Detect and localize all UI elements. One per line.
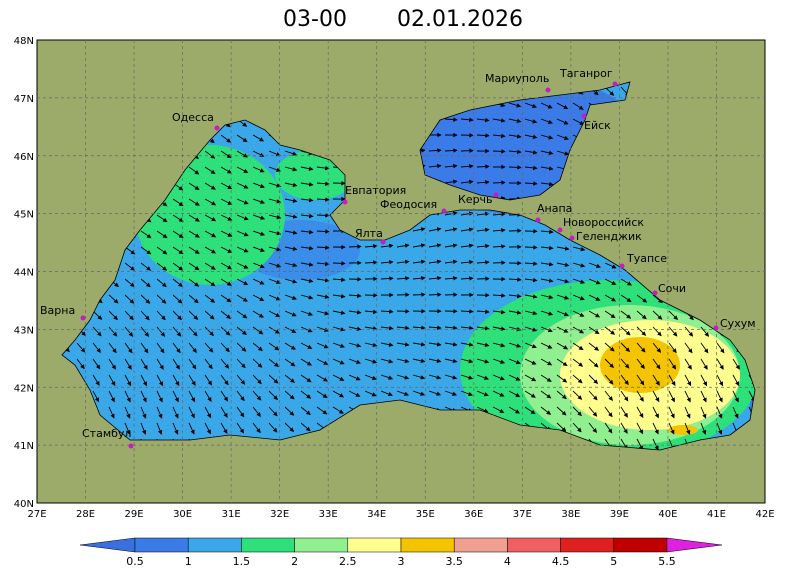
lon-label: 33E xyxy=(319,509,338,520)
lat-label: 48N xyxy=(14,36,34,47)
legend-swatch xyxy=(348,538,401,552)
lon-label: 29E xyxy=(125,509,144,520)
lat-label: 43N xyxy=(14,325,34,336)
legend-label: 5.5 xyxy=(658,555,676,568)
city-label: Таганрог xyxy=(559,67,613,80)
wind-arrow xyxy=(461,311,473,312)
city-label: Геленджик xyxy=(576,230,642,243)
legend-label: 5 xyxy=(610,555,617,568)
city-label: Стамбул xyxy=(82,427,131,440)
city-label: Керчь xyxy=(458,193,493,206)
lon-label: 41E xyxy=(707,509,726,520)
legend-swatch xyxy=(561,538,614,552)
legend-label: 4 xyxy=(504,555,511,568)
legend-swatch xyxy=(507,538,560,552)
city-label: Ейск xyxy=(584,119,611,132)
date: 02.01.2026 xyxy=(397,7,523,32)
lon-label: 27E xyxy=(27,509,46,520)
lat-label: 47N xyxy=(14,94,34,105)
city-dot xyxy=(546,88,551,93)
lat-label: 42N xyxy=(14,383,34,394)
lon-label: 37E xyxy=(513,509,532,520)
legend-swatch xyxy=(188,538,241,552)
city-dot xyxy=(494,193,499,198)
lon-label: 36E xyxy=(464,509,483,520)
city-label: Туапсе xyxy=(626,252,667,265)
city-dot xyxy=(714,326,719,331)
city-dot xyxy=(442,209,447,214)
wind-arrow xyxy=(509,167,521,168)
lat-label: 44N xyxy=(14,268,34,279)
legend-swatch xyxy=(135,538,188,552)
time: 03-00 xyxy=(283,7,347,32)
city-label: Мариуполь xyxy=(485,72,549,85)
city-dot xyxy=(381,240,386,245)
wind-arrow xyxy=(429,294,441,295)
lon-label: 34E xyxy=(367,509,386,520)
city-label: Феодосия xyxy=(380,198,437,211)
wind-arrow xyxy=(525,247,537,248)
wind-arrow xyxy=(317,215,329,216)
legend-swatch xyxy=(454,538,507,552)
lon-label: 32E xyxy=(270,509,289,520)
city-label: Ялта xyxy=(355,227,383,240)
city-dot xyxy=(620,264,625,269)
city-dot xyxy=(653,291,658,296)
legend-label: 1 xyxy=(185,555,192,568)
legend-label: 2 xyxy=(291,555,298,568)
legend-label: 0.5 xyxy=(126,555,144,568)
city-label: Одесса xyxy=(172,111,214,124)
legend-label: 3 xyxy=(398,555,405,568)
wind-arrow xyxy=(349,246,361,247)
city-dot xyxy=(613,82,618,87)
legend-label: 4.5 xyxy=(552,555,570,568)
city-dot xyxy=(215,126,220,131)
city-label: Сухум xyxy=(720,317,756,330)
lon-label: 38E xyxy=(561,509,580,520)
city-label: Евпатория xyxy=(345,184,406,197)
lon-label: 35E xyxy=(416,509,435,520)
city-dot xyxy=(536,218,541,223)
wind-arrow xyxy=(333,263,345,264)
legend-label: 1.5 xyxy=(233,555,251,568)
lon-label: 31E xyxy=(222,509,241,520)
city-dot xyxy=(558,228,563,233)
lat-label: 41N xyxy=(14,441,34,452)
lon-label: 42E xyxy=(755,509,774,520)
legend-label: 3.5 xyxy=(445,555,463,568)
city-label: Сочи xyxy=(658,282,686,295)
city-dot xyxy=(129,444,134,449)
city-label: Анапа xyxy=(537,202,572,215)
city-dot xyxy=(81,316,86,321)
lat-label: 46N xyxy=(14,152,34,163)
lon-label: 40E xyxy=(658,509,677,520)
wind-arrow xyxy=(493,182,505,183)
wind-arrow xyxy=(477,166,489,167)
city-label: Новороссийск xyxy=(563,216,644,229)
lat-label: 45N xyxy=(14,210,34,221)
wind-arrow xyxy=(493,151,505,152)
city-label: Варна xyxy=(40,304,75,317)
legend-swatch xyxy=(614,538,667,552)
legend-swatch xyxy=(401,538,454,552)
legend-swatch xyxy=(295,538,348,552)
lon-label: 39E xyxy=(610,509,629,520)
city-dot xyxy=(570,236,575,241)
city-dot xyxy=(343,200,348,205)
lon-label: 28E xyxy=(76,509,95,520)
lon-label: 30E xyxy=(173,509,192,520)
legend-label: 2.5 xyxy=(339,555,357,568)
city-dot xyxy=(582,114,587,119)
legend-swatch xyxy=(241,538,294,552)
